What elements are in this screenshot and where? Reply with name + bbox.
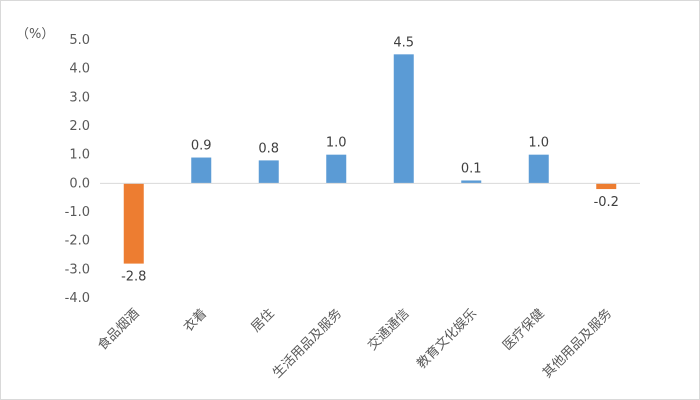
y-tick-label: -1.0 bbox=[65, 205, 90, 220]
data-label: 1.0 bbox=[528, 136, 549, 151]
y-tick-label: 4.0 bbox=[69, 62, 90, 77]
data-label: -2.8 bbox=[121, 270, 146, 285]
y-tick-label: 0.0 bbox=[69, 176, 90, 191]
y-axis-ticks: 5.0 4.0 3.0 2.0 1.0 0.0 -1.0 -2.0 -3.0 -4.0 bbox=[65, 33, 90, 306]
y-unit-label: （%） bbox=[16, 27, 54, 42]
data-label: 0.9 bbox=[191, 139, 212, 154]
data-label: 0.1 bbox=[461, 161, 482, 176]
y-tick-label: -2.0 bbox=[65, 234, 90, 249]
bar bbox=[326, 154, 347, 184]
y-tick-label: 5.0 bbox=[69, 33, 90, 48]
bar bbox=[393, 54, 414, 184]
data-label: 1.0 bbox=[326, 136, 347, 151]
bar bbox=[461, 180, 482, 184]
data-label: 4.5 bbox=[393, 35, 414, 50]
category-label: 交通通信 bbox=[364, 306, 412, 354]
data-label: -0.2 bbox=[594, 195, 619, 210]
data-labels: -2.8 0.9 0.8 1.0 4.5 0.1 1.0 -0.2 bbox=[121, 35, 619, 284]
bars bbox=[123, 54, 617, 264]
category-label: 衣着 bbox=[180, 306, 210, 336]
bar bbox=[123, 183, 144, 264]
y-tick-label: -4.0 bbox=[65, 291, 90, 306]
category-label: 教育文化娱乐 bbox=[414, 306, 480, 372]
category-label: 其他用品及服务 bbox=[539, 306, 615, 382]
y-tick-label: 2.0 bbox=[69, 119, 90, 134]
bar bbox=[596, 183, 617, 190]
y-tick-label: -3.0 bbox=[65, 262, 90, 277]
bar bbox=[191, 157, 212, 184]
y-tick-label: 3.0 bbox=[69, 90, 90, 105]
bar bbox=[528, 154, 549, 184]
category-label: 食品烟酒 bbox=[94, 306, 142, 354]
category-label: 医疗保健 bbox=[500, 306, 547, 353]
category-label: 居住 bbox=[249, 306, 278, 335]
category-label: 生活用品及服务 bbox=[269, 306, 345, 382]
bar bbox=[258, 160, 279, 184]
y-tick-label: 1.0 bbox=[69, 148, 90, 163]
data-label: 0.8 bbox=[258, 141, 279, 156]
